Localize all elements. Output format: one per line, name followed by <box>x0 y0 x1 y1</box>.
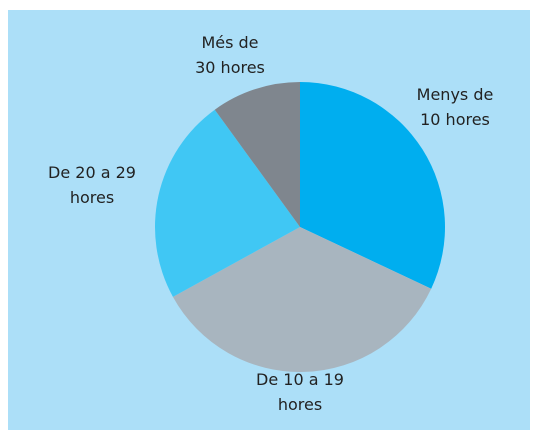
pie-slice <box>172 227 432 372</box>
slice-label: Menys de 10 hores <box>417 85 494 129</box>
pie-slice <box>214 82 300 227</box>
slice-label: Més de 30 hores <box>195 33 265 77</box>
pie-slice <box>155 109 300 297</box>
slice-label: De 20 a 29 hores <box>48 163 136 207</box>
pie-slice <box>300 82 446 289</box>
slice-label: De 10 a 19 hores <box>256 370 344 414</box>
